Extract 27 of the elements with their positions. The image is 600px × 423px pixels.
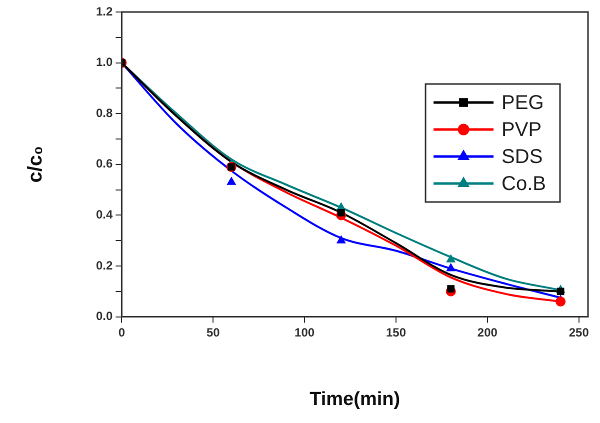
point [556, 288, 564, 296]
legend-label: PVP [502, 119, 542, 142]
y-tick-label: 1.0 [96, 55, 113, 70]
point [336, 236, 346, 244]
legend-label: Co.B [502, 173, 546, 196]
point [446, 254, 456, 262]
point [227, 177, 236, 185]
legend-label: PEG [502, 92, 544, 114]
y-tick-label: 0.6 [96, 156, 113, 171]
legend-label: SDS [502, 146, 543, 168]
x-tick-label: 250 [568, 325, 590, 340]
point [337, 208, 345, 216]
x-tick-label: 200 [477, 325, 498, 340]
y-axis-title: c/c₀ [24, 146, 47, 183]
x-tick-label: 0 [118, 325, 126, 340]
y-tick-label: 0.8 [96, 106, 113, 120]
point [556, 296, 566, 307]
x-tick-label: 50 [206, 325, 220, 340]
x-tick-label: 100 [294, 325, 315, 340]
y-tick-label: 0.0 [96, 309, 113, 324]
point [446, 264, 456, 272]
point [447, 285, 455, 293]
x-axis-title: Time(min) [310, 388, 400, 410]
y-tick-label: 1.2 [96, 4, 113, 18]
x-tick-label: 150 [386, 325, 406, 340]
y-tick-label: 0.2 [96, 258, 113, 272]
y-tick-label: 0.4 [96, 208, 113, 222]
